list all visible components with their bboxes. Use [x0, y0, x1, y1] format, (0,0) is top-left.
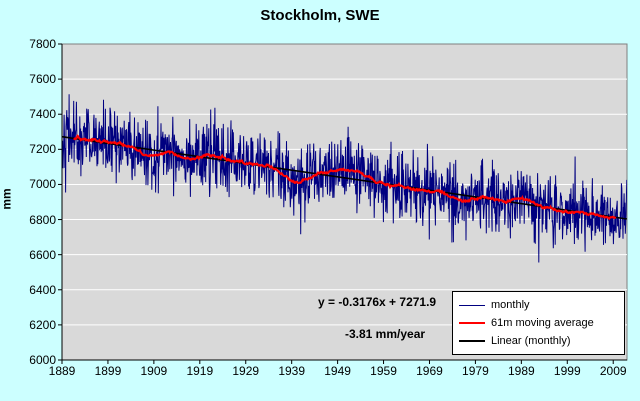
- y-tick-label: 6600: [29, 247, 56, 262]
- trend-equation-label: y = -0.3176x + 7271.9: [318, 295, 437, 309]
- chart-title: Stockholm, SWE: [260, 7, 380, 24]
- legend-item-linear[interactable]: Linear (monthly): [459, 332, 618, 350]
- moving-average-line: [72, 134, 617, 221]
- y-tick-label: 6200: [29, 317, 56, 332]
- x-tick-label: 2009: [599, 364, 627, 378]
- y-axis: 6000 6200 6400 6600 6800 7000 7200 7400 7600 7800: [12, 0, 56, 401]
- x-tick-label: 1969: [416, 364, 443, 378]
- legend-item-monthly[interactable]: monthly: [459, 296, 618, 314]
- x-tick-label: 1959: [370, 364, 397, 378]
- legend-label-linear: Linear (monthly): [491, 335, 571, 347]
- legend[interactable]: monthly 61m moving average Linear (month…: [452, 291, 625, 355]
- moving-average-line-swatch: [459, 322, 485, 324]
- y-tick-label: 7000: [29, 177, 56, 192]
- linear-line-swatch: [459, 340, 485, 342]
- y-tick-label: 6400: [29, 282, 56, 297]
- legend-label-monthly: monthly: [491, 299, 530, 311]
- x-tick-label: 1999: [553, 364, 581, 378]
- x-tick-label: 1929: [232, 364, 260, 378]
- y-tick-label: 6000: [29, 353, 56, 367]
- y-tick-label: 7200: [29, 142, 56, 157]
- x-tick-label: 1949: [324, 364, 351, 378]
- y-tick-label: 7400: [29, 107, 56, 122]
- x-axis: 1889 1899 1909 1919 1929 1939 1949 1959 1969 1979…: [0, 364, 640, 380]
- x-tick-label: 1889: [48, 364, 76, 378]
- legend-item-moving-average[interactable]: 61m moving average: [459, 314, 618, 332]
- linear-trend-line: [62, 135, 627, 220]
- x-tick-label: 1989: [507, 364, 535, 378]
- x-tick-label: 1899: [94, 364, 122, 378]
- trend-rate-label: -3.81 mm/year: [345, 327, 426, 341]
- x-tick-label: 1979: [462, 364, 489, 378]
- legend-label-moving-average: 61m moving average: [491, 317, 594, 329]
- x-tick-label: 1939: [278, 364, 306, 378]
- x-tick-label: 1909: [140, 364, 168, 378]
- x-tick-label: 1919: [186, 364, 214, 378]
- y-tick-label: 6800: [29, 212, 56, 227]
- y-tick-label: 7800: [29, 37, 56, 51]
- y-tick-label: 7600: [29, 72, 56, 87]
- monthly-line-swatch: [459, 304, 485, 306]
